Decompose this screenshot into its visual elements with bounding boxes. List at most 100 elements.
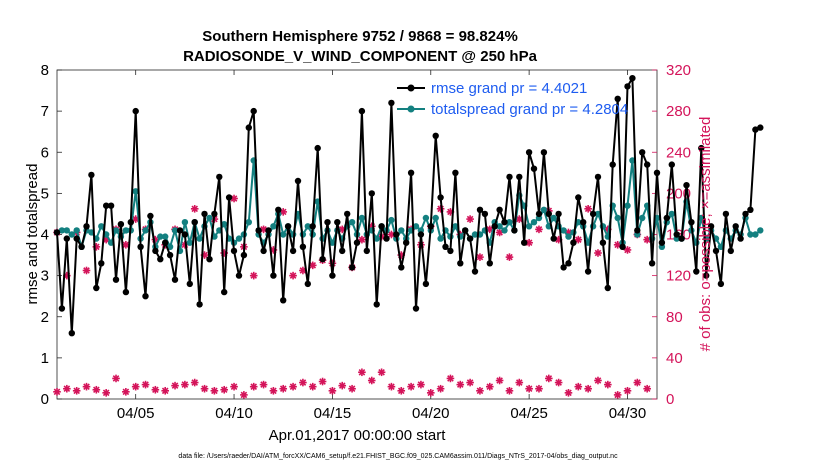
rmse-point (648, 260, 656, 267)
obs-marker-stroke (584, 205, 592, 213)
totalspread-point (98, 223, 105, 230)
obs-marker-stroke (309, 383, 317, 390)
obs-low-point (308, 382, 317, 391)
rmse-point (629, 75, 636, 82)
x-tick-label: 04/25 (510, 405, 548, 422)
obs-marker-stroke (112, 375, 120, 382)
x-axis: 04/05 04/10 04/15 04/20 04/25 04/30 (117, 70, 646, 422)
rmse-point (506, 173, 513, 181)
obs-low-point (485, 382, 494, 391)
obs-low-point (171, 381, 179, 390)
left-tick-label: 6 (41, 144, 49, 161)
obs-marker-stroke (555, 379, 562, 386)
obs-low-point (102, 389, 110, 397)
totalspread-point (112, 227, 120, 234)
right-tick-label: 120 (666, 268, 691, 285)
obs-marker-stroke (329, 387, 336, 395)
rmse-point (580, 219, 587, 226)
right-tick-label: 0 (666, 391, 674, 408)
right-axis-label: # of obs: o=possible; ×=assimilated (697, 117, 714, 352)
rmse-point (644, 161, 651, 168)
obs-marker-stroke (575, 383, 582, 390)
obs-marker-stroke (132, 383, 139, 390)
obs-marker-stroke (525, 385, 533, 393)
obs-low-point (633, 378, 642, 387)
rmse-point (565, 260, 572, 267)
rmse-point (348, 264, 356, 271)
right-tick-label: 80 (666, 309, 683, 326)
totalspread-point (245, 219, 252, 226)
obs-low-point (367, 376, 376, 385)
obs-marker-stroke (309, 262, 317, 269)
obs-marker-stroke (476, 253, 484, 261)
obs-low-point (289, 382, 297, 391)
totalspread-point (412, 223, 420, 230)
totalspread-point (235, 235, 243, 242)
obs-low-point (613, 391, 622, 399)
obs-marker-stroke (338, 226, 346, 233)
obs-low-point (210, 386, 219, 395)
right-tick-label: 240 (666, 144, 691, 161)
obs-low-point (505, 386, 514, 395)
totalspread-point (280, 231, 287, 238)
obs-marker-stroke (575, 236, 582, 243)
rmse-point (457, 260, 464, 267)
obs-marker-stroke (594, 249, 602, 257)
obs-low-point (328, 386, 337, 395)
obs-marker-stroke (83, 267, 90, 274)
obs-marker-stroke (250, 272, 258, 279)
rmse-point (152, 247, 159, 255)
obs-high-point (643, 235, 651, 244)
rmse-point (245, 124, 252, 131)
rmse-point (707, 223, 715, 230)
rmse-point (717, 280, 725, 288)
totalspread-point (698, 214, 705, 222)
rmse-point (176, 227, 184, 234)
obs-marker-stroke (299, 267, 307, 274)
obs-low-point (151, 385, 160, 394)
obs-marker-stroke (142, 381, 149, 388)
obs-low-point (358, 368, 366, 377)
obs-marker-stroke (525, 239, 533, 247)
data-file-footnote: data file: /Users/raeder/DAI/ATM_forcXX/… (178, 453, 618, 460)
rmse-point (663, 214, 670, 222)
obs-marker-stroke (53, 388, 61, 396)
totalspread-point (560, 227, 567, 234)
obs-marker-stroke (338, 382, 346, 389)
rmse-point (383, 235, 390, 242)
obs-marker-stroke (93, 386, 100, 394)
obs-marker-stroke (171, 382, 179, 389)
totalspread-point (565, 233, 572, 240)
rmse-point (732, 223, 739, 230)
rmse-point (201, 210, 208, 218)
rmse-point (132, 107, 139, 115)
rmse-point (511, 227, 518, 234)
obs-low-point (623, 386, 632, 395)
obs-low-point (515, 378, 524, 387)
rmse-point (53, 229, 61, 236)
obs-marker-stroke (565, 389, 572, 397)
rmse-point (589, 210, 597, 218)
left-tick-label: 2 (41, 309, 49, 326)
totalspread-point (63, 227, 70, 234)
obs-low-point (82, 382, 91, 391)
rmse-point (63, 235, 70, 242)
obs-high-point (535, 225, 543, 234)
rmse-point (137, 243, 144, 250)
obs-marker-stroke (201, 385, 208, 393)
totalspread-point (181, 219, 189, 226)
obs-low-point (476, 386, 484, 395)
x-tick-label: 04/20 (412, 405, 450, 422)
totalspread-point (471, 231, 479, 238)
left-tick-label: 4 (41, 227, 49, 244)
rmse-point (466, 235, 474, 242)
obs-marker-stroke (447, 375, 454, 382)
totalspread-point (186, 239, 193, 246)
rmse-point (304, 280, 311, 288)
obs-low-point (348, 384, 356, 393)
obs-marker-stroke (358, 236, 366, 243)
obs-marker-stroke (299, 379, 307, 386)
totalspread-point (270, 223, 277, 230)
rmse-point (481, 210, 489, 218)
rmse-point (127, 219, 134, 226)
